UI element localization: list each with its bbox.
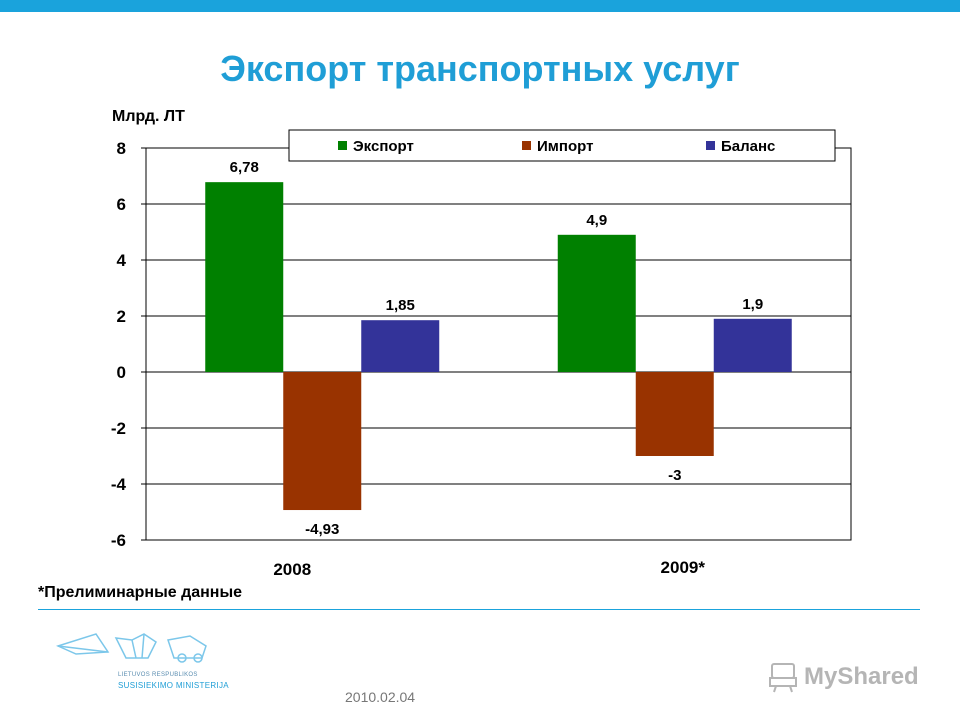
bar: [361, 320, 440, 372]
legend-swatch: [338, 141, 347, 150]
legend-box: [288, 129, 836, 162]
y-unit-label: Млрд. ЛТ: [112, 108, 185, 125]
y-tick-label: 6: [117, 195, 126, 214]
ministry-logo: [56, 633, 207, 663]
y-tick-label: 8: [117, 139, 126, 158]
date-stamp: 2010.02.04: [345, 689, 416, 705]
watermark-icon: [769, 663, 797, 693]
bar: [635, 372, 714, 456]
divider: [38, 609, 920, 610]
bar: [205, 182, 284, 372]
page-title: Экспорт транспортных услуг: [220, 48, 740, 89]
bar: [713, 318, 792, 372]
watermark-text: MyShared: [804, 663, 919, 690]
data-label: 1,85: [386, 297, 415, 314]
bar: [283, 372, 362, 511]
ministry-name-line1: LIETUVOS RESPUBLIKOS: [118, 672, 198, 678]
data-label: -4,93: [305, 521, 339, 538]
y-tick-label: 0: [117, 363, 126, 382]
data-label: -3: [668, 467, 681, 484]
legend-swatch: [522, 141, 531, 150]
legend-label: Экспорт: [353, 138, 414, 155]
x-category-label: 2008: [273, 560, 311, 579]
footnote: *Прелиминарные данные: [38, 584, 243, 601]
y-tick-label: 2: [117, 307, 126, 326]
watermark: MyShared: [769, 663, 919, 693]
top-accent-bar: [0, 0, 960, 12]
bar: [557, 234, 636, 372]
legend-label: Баланс: [721, 138, 775, 155]
legend-label: Импорт: [537, 138, 593, 155]
data-label: 4,9: [586, 212, 607, 229]
legend-swatch: [706, 141, 715, 150]
data-label: 6,78: [230, 159, 259, 176]
y-tick-label: -2: [111, 419, 126, 438]
data-label: 1,9: [742, 296, 763, 313]
y-tick-label: -6: [111, 531, 126, 550]
y-tick-label: 4: [117, 251, 127, 270]
ministry-name-line2: SUSISIEKIMO MINISTERIJA: [118, 681, 229, 690]
x-category-label: 2009*: [661, 558, 706, 577]
y-tick-label: -4: [111, 475, 127, 494]
bar-chart: -6 -4 -2 0 2 4 6 8 6,78 -4,93 1,85 2008 4,9 -3 1,9 2009…: [111, 129, 852, 579]
